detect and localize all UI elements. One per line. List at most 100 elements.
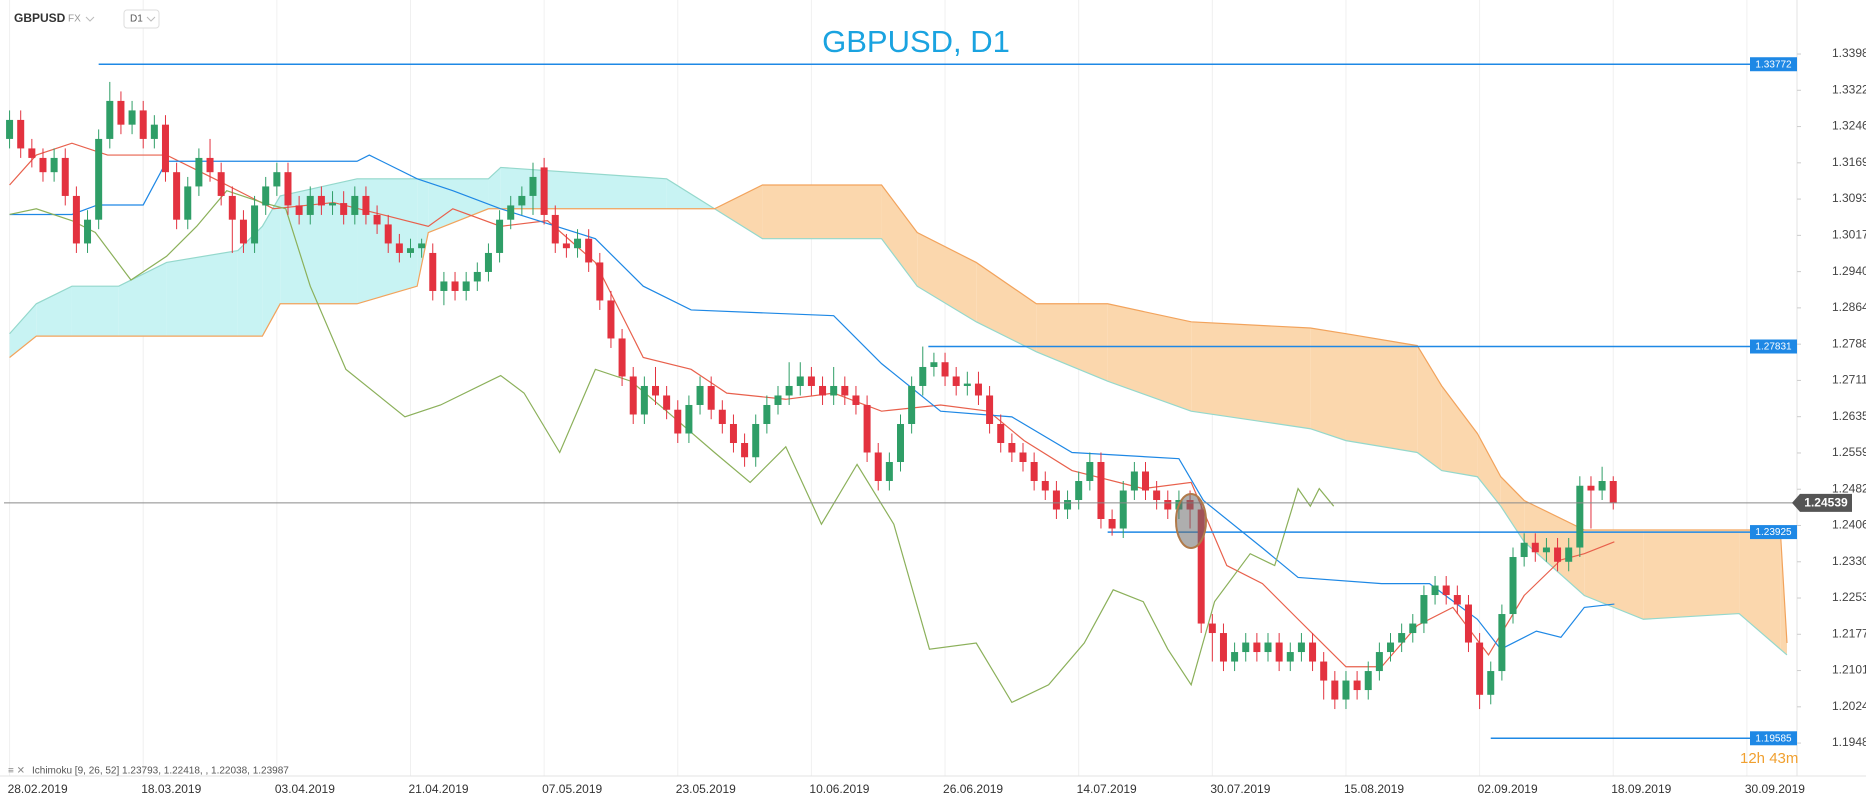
candle-body [1387, 642, 1395, 653]
candle-body [819, 385, 827, 396]
level-label-box [1750, 731, 1797, 746]
cloud-segment [917, 232, 977, 322]
cloud-segment [714, 185, 763, 239]
candle-body [696, 385, 704, 405]
x-tick-label: 21.04.2019 [408, 782, 468, 796]
candle-body [1164, 500, 1172, 510]
cloud-segment [1477, 433, 1501, 507]
symbol[interactable]: GBPUSD [14, 11, 66, 25]
candle-body [1554, 547, 1562, 562]
candle-body [184, 186, 192, 220]
y-tick-label: 1.33224 [1832, 82, 1866, 96]
y-tick-label: 1.22537 [1832, 590, 1866, 604]
candle-body [1476, 642, 1484, 695]
candle-body [1565, 547, 1573, 562]
candle-body [217, 172, 225, 196]
candle-body [718, 409, 726, 424]
candle-body [729, 423, 737, 443]
candle-body [284, 172, 292, 206]
indicator-legend: Ichimoku [9, 26, 52] 1.23793, 1.22418, ,… [32, 766, 289, 777]
level-label: 1.27831 [1755, 342, 1792, 353]
candle-body [1531, 542, 1539, 553]
candle-body [1142, 471, 1150, 491]
candle-body [685, 404, 693, 434]
x-tick-label: 02.09.2019 [1478, 782, 1538, 796]
x-tick-label: 30.09.2019 [1745, 782, 1805, 796]
candle-body [897, 423, 904, 462]
candle-body [540, 167, 548, 215]
candle-body [206, 157, 214, 173]
candle-body [1075, 481, 1083, 501]
candle-body [1609, 481, 1617, 503]
candle-body [930, 362, 938, 367]
candle-body [484, 252, 492, 272]
candle-body [429, 252, 437, 291]
candle-body [395, 243, 403, 253]
x-tick-label: 03.04.2019 [275, 782, 335, 796]
y-tick-label: 1.30170 [1832, 228, 1866, 242]
x-tick-label: 30.07.2019 [1210, 782, 1270, 796]
candle-body [1108, 519, 1116, 529]
y-tick-label: 1.27117 [1832, 373, 1866, 387]
candle-body [1197, 509, 1205, 624]
candle-body [317, 195, 325, 206]
interval-button[interactable] [123, 9, 160, 29]
x-tick-label: 07.05.2019 [542, 782, 602, 796]
x-tick-label: 15.08.2019 [1344, 782, 1404, 796]
candle-body [106, 100, 114, 139]
candle-body [50, 157, 58, 173]
y-tick-label: 1.27880 [1832, 336, 1866, 350]
candle-body [1242, 642, 1250, 653]
y-tick-label: 1.25590 [1832, 445, 1866, 459]
candle-body [1153, 490, 1161, 501]
candle-body [863, 404, 871, 453]
candle-body [941, 362, 949, 377]
interval[interactable]: D1 [130, 14, 143, 25]
cloud-segment [1107, 303, 1192, 412]
candle-body [418, 243, 426, 249]
candle-body [351, 195, 359, 215]
candle-body [1130, 471, 1138, 491]
indicator-icon[interactable]: ≡ ✕ [8, 766, 25, 777]
candle-body [1342, 680, 1350, 700]
candle-body [473, 271, 481, 282]
candle-body [1041, 481, 1049, 491]
candle-body [1409, 623, 1417, 634]
candle-body [39, 157, 47, 173]
candle-body [629, 376, 637, 415]
candle-body [173, 172, 181, 220]
candle-body [273, 172, 281, 187]
candle-body [150, 124, 158, 139]
candle-body [518, 195, 526, 206]
candle-body [974, 383, 982, 396]
candle-body [1431, 585, 1439, 596]
candle-body [774, 395, 782, 405]
cloud-segment [71, 286, 119, 337]
highlight-oval [1175, 493, 1207, 549]
candle-body [919, 366, 927, 386]
candle-body [1286, 652, 1294, 662]
candle-body [1019, 452, 1027, 462]
candle-body [1442, 585, 1450, 596]
chart-title: GBPUSD, D1 [822, 24, 1010, 59]
candle-body [807, 376, 815, 386]
candle-body [128, 110, 136, 125]
cloud-segment [166, 250, 238, 337]
candle-body [262, 186, 270, 206]
candle-body [741, 442, 749, 458]
candle-body [663, 395, 671, 410]
candle-body [1453, 595, 1461, 605]
level-label-box [1750, 525, 1797, 540]
candle-body [84, 219, 92, 244]
span-a-line [9, 166, 1788, 656]
candle-body [1052, 490, 1060, 510]
candle-body [1331, 680, 1339, 700]
candle-body [1498, 614, 1506, 672]
candle-body [674, 409, 682, 434]
candle-body [607, 300, 615, 339]
candle-body [1297, 642, 1305, 653]
candle-body [1509, 557, 1517, 615]
candle-body [161, 124, 169, 173]
